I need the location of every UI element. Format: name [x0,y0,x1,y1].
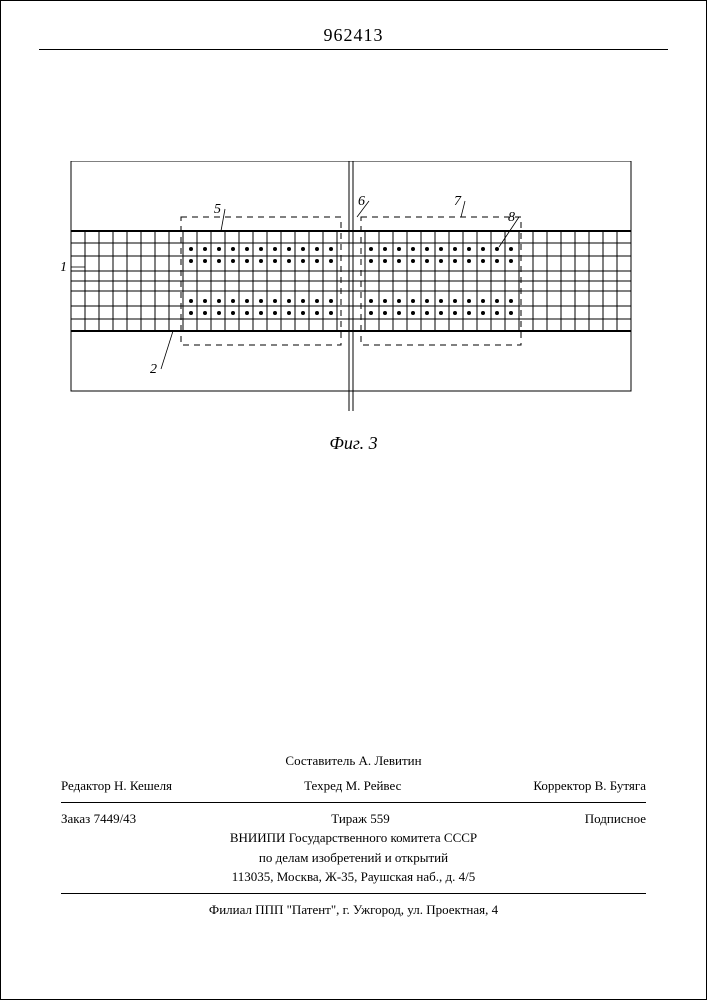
addr-line-1: 113035, Москва, Ж-35, Раушская наб., д. … [61,867,646,887]
compiler-name: А. Левитин [359,753,422,768]
compiler-label: Составитель [285,753,355,768]
tirazh-label: Тираж [331,811,367,826]
order-label: Заказ [61,811,90,826]
addr-line-2: Филиал ППП "Патент", г. Ужгород, ул. Про… [61,900,646,920]
corrector-name: В. Бутяга [595,778,646,793]
order-value: 7449/43 [94,811,137,826]
svg-text:7: 7 [454,194,462,209]
svg-text:6: 6 [358,194,365,209]
top-rule [39,49,668,50]
figure-3: 1 2 5 6 7 8 [61,161,641,421]
credits-block: Составитель А. Левитин Редактор Н. Кешел… [61,751,646,920]
svg-text:8: 8 [508,210,515,225]
techred-label: Техред [304,778,342,793]
org-line-2: по делам изобретений и открытий [61,848,646,868]
svg-text:5: 5 [214,202,221,217]
editor-label: Редактор [61,778,111,793]
corrector-label: Корректор [533,778,591,793]
page: 962413 1 2 5 6 7 8 Фиг. 3 Составитель А. Леви… [0,0,707,1000]
org-line-1: ВНИИПИ Государственного комитета СССР [61,828,646,848]
subscription: Подписное [585,809,646,829]
svg-text:2: 2 [150,362,157,377]
svg-text:1: 1 [61,260,67,275]
figure-caption: Фиг. 3 [1,433,706,454]
credits-rule-2 [61,893,646,894]
credits-rule-1 [61,802,646,803]
figure-svg: 1 2 5 6 7 8 [61,161,641,421]
editor-name: Н. Кешеля [114,778,172,793]
tirazh-value: 559 [370,811,390,826]
patent-number: 962413 [1,25,706,46]
techred-name: М. Рейвес [346,778,402,793]
